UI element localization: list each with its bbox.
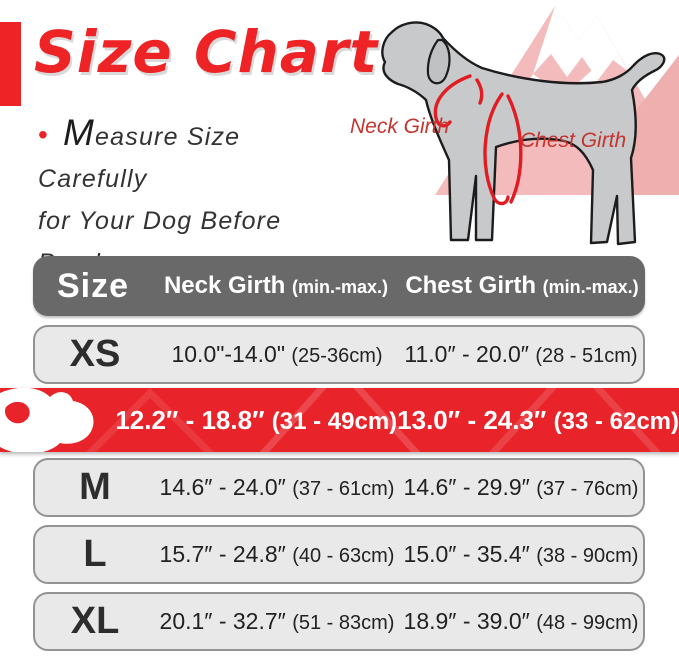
neck-inches: 20.1″ - 32.7″ xyxy=(159,608,293,634)
row-chest-value: 15.0″ - 35.4″ (38 - 90cm) xyxy=(399,541,643,568)
table-row: M 14.6″ - 24.0″ (37 - 61cm) 14.6″ - 29.9… xyxy=(33,458,645,517)
chest-girth-line-right xyxy=(506,94,523,204)
chest-cm: (33 - 62cm) xyxy=(553,407,679,435)
neck-inches: 14.6″ - 24.0″ xyxy=(159,474,293,500)
table-row: S 12.2″ - 18.8″ (31 - 49cm) 13.0″ - 24.3… xyxy=(0,388,679,452)
size-table-rows: XS 10.0"-14.0" (25-36cm) 11.0″ - 20.0″ (… xyxy=(0,325,679,651)
row-size-label: XL xyxy=(70,600,120,642)
chest-inches: 13.0″ - 24.3″ xyxy=(397,404,554,435)
chest-inches: 14.6″ - 29.9″ xyxy=(403,474,537,500)
header-neck-sub: (min.-max.) xyxy=(292,277,389,297)
row-chest-value: 18.9″ - 39.0″ (48 - 99cm) xyxy=(399,608,643,635)
chest-inches: 18.9″ - 39.0″ xyxy=(403,608,537,634)
size-table-header: Size Neck Girth (min.-max.) Chest Girth … xyxy=(33,256,645,316)
table-row: L 15.7″ - 24.8″ (40 - 63cm) 15.0″ - 35.4… xyxy=(33,525,645,584)
chest-cm: (48 - 99cm) xyxy=(536,612,639,634)
row-size-label: M xyxy=(79,466,111,508)
neck-inches: 15.7″ - 24.8″ xyxy=(159,541,293,567)
chest-inches: 11.0″ - 20.0″ xyxy=(404,341,536,367)
row-neck-value: 14.6″ - 24.0″ (37 - 61cm) xyxy=(155,474,399,501)
neck-cm: (25-36cm) xyxy=(291,345,383,367)
accent-bar xyxy=(0,22,21,106)
row-chest-value: 11.0″ - 20.0″ (28 - 51cm) xyxy=(399,341,643,368)
chest-cm: (28 - 51cm) xyxy=(535,345,638,367)
neck-girth-label: Neck Girth xyxy=(350,115,449,138)
table-row: XS 10.0"-14.0" (25-36cm) 11.0″ - 20.0″ (… xyxy=(33,325,645,384)
neck-cm: (31 - 49cm) xyxy=(271,407,398,435)
neck-girth-line-right xyxy=(475,78,484,105)
bullet-dot: • xyxy=(38,119,50,150)
neck-inches: 10.0"-14.0" xyxy=(171,341,292,367)
header-chest-title: Chest Girth xyxy=(405,272,543,299)
neck-cm: (40 - 63cm) xyxy=(292,545,395,567)
dog-measurement-diagram: Neck Girth Chest Girth xyxy=(350,6,679,246)
chest-cm: (38 - 90cm) xyxy=(536,545,639,567)
page-title: Size Chart xyxy=(34,18,379,86)
row-neck-value: 12.2″ - 18.8″ (31 - 49cm) xyxy=(115,405,397,436)
dog-silhouette xyxy=(381,21,666,246)
row-neck-value: 15.7″ - 24.8″ (40 - 63cm) xyxy=(155,541,399,568)
note-line-1-text: easure Size Carefully xyxy=(38,123,241,193)
header-chest-girth: Chest Girth (min.-max.) xyxy=(399,272,645,300)
row-size-label: XS xyxy=(69,333,121,375)
note-line-2: for Your Dog Before xyxy=(38,207,282,235)
row-chest-value: 13.0″ - 24.3″ (33 - 62cm) xyxy=(397,405,679,436)
chest-cm: (37 - 76cm) xyxy=(536,478,639,500)
neck-cm: (51 - 83cm) xyxy=(292,612,395,634)
row-chest-value: 14.6″ - 29.9″ (37 - 76cm) xyxy=(399,474,643,501)
row-neck-value: 10.0"-14.0" (25-36cm) xyxy=(155,341,399,368)
neck-girth-line xyxy=(433,74,472,128)
chest-girth-label: Chest Girth xyxy=(520,129,626,152)
header-neck-title: Neck Girth xyxy=(163,272,293,299)
dog-head-icon xyxy=(0,388,94,452)
chest-girth-line xyxy=(483,92,510,206)
chest-inches: 15.0″ - 35.4″ xyxy=(403,541,537,567)
header-chest-sub: (min.-max.) xyxy=(542,277,639,297)
neck-cm: (37 - 61cm) xyxy=(292,478,395,500)
girth-measurement-lines xyxy=(433,74,523,206)
header-size: Size xyxy=(56,266,130,305)
row-size-label: L xyxy=(83,533,107,575)
note-lead-letter: M xyxy=(63,112,96,153)
neck-inches: 12.2″ - 18.8″ xyxy=(115,404,272,435)
row-neck-value: 20.1″ - 32.7″ (51 - 83cm) xyxy=(155,608,399,635)
header-neck-girth: Neck Girth (min.-max.) xyxy=(153,272,399,300)
table-row: XL 20.1″ - 32.7″ (51 - 83cm) 18.9″ - 39.… xyxy=(33,592,645,651)
note-line-1: • Measure Size Carefully xyxy=(38,112,348,200)
